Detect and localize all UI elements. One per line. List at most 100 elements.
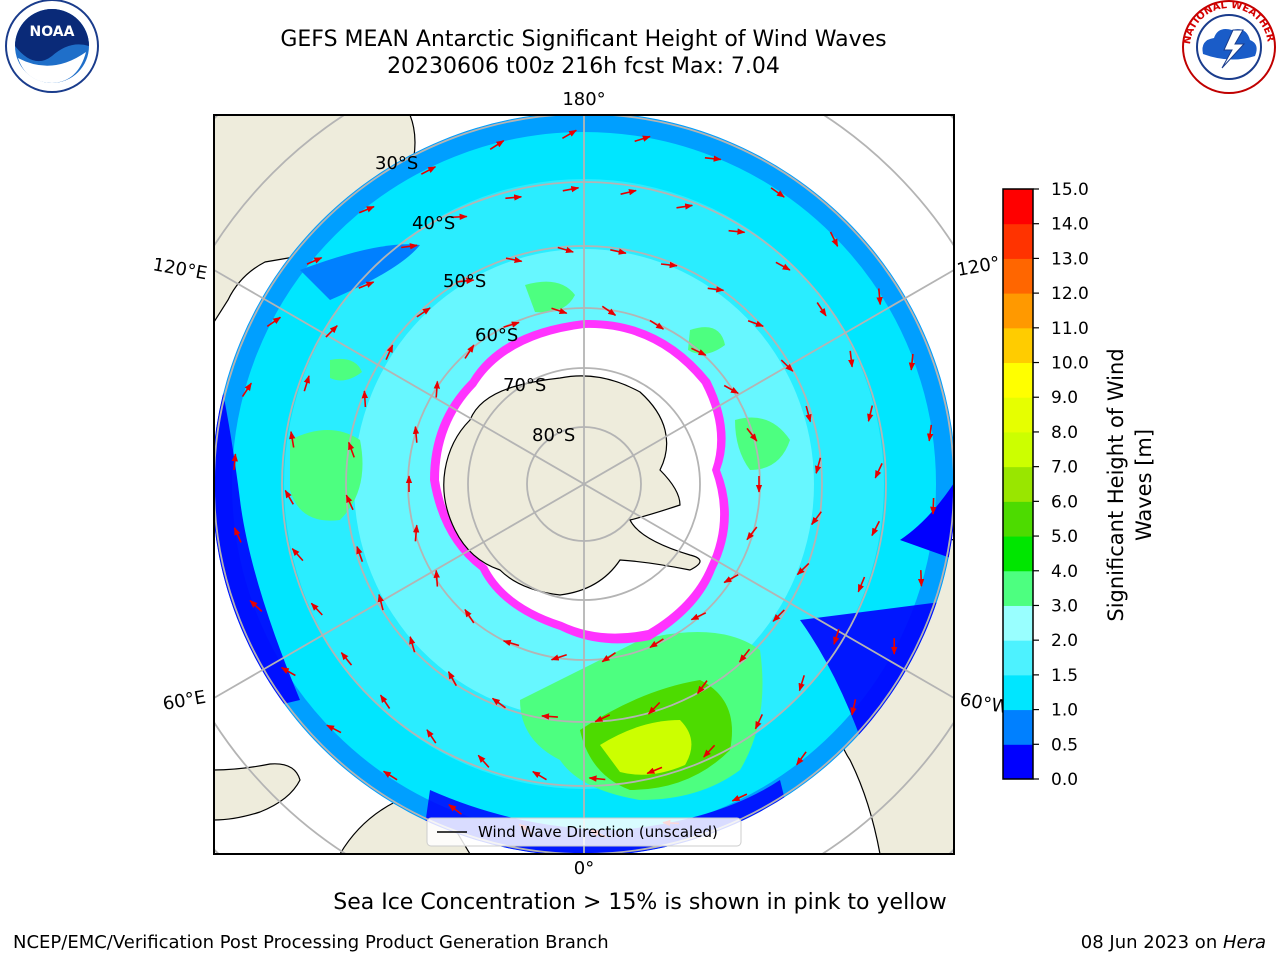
- wave-direction-arrow: [738, 648, 751, 663]
- colorbar-tick-label: 10.0: [1051, 354, 1089, 374]
- colorbar-tick-label: 15.0: [1051, 180, 1089, 200]
- wave-direction-arrow: [306, 256, 323, 265]
- colorbar-tick-label: 9.0: [1051, 388, 1078, 408]
- colorbar-tick-label: 1.0: [1051, 701, 1078, 721]
- wave-direction-arrow: [557, 246, 574, 254]
- colorbar-tick-label: 0.5: [1051, 735, 1078, 755]
- map-area: Wind Wave Direction (unscaled): [214, 115, 954, 854]
- wave-direction-arrow: [874, 463, 883, 479]
- wave-direction-arrow: [541, 713, 558, 720]
- wave-direction-arrow: [660, 261, 678, 269]
- land-africa: [214, 763, 301, 821]
- wave-direction-arrow: [815, 457, 822, 474]
- wave-direction-arrow: [601, 652, 616, 663]
- lon-label-0: 0°: [574, 858, 594, 879]
- colorbar-tick-label: 13.0: [1051, 249, 1089, 269]
- colorbar: 0.0 0.5 1.0 1.5 2.0 3.0 4.0 5.0 6.0 7.0 8.0 9.0 10.0…: [1002, 180, 1089, 790]
- colorbar-frame: [1002, 188, 1034, 780]
- colorbar-tick-label: 11.0: [1051, 319, 1089, 339]
- wave-direction-arrow: [746, 427, 758, 442]
- nws-logo-text: NATIONAL WEATHER SERVICE: [0, 0, 1276, 46]
- wave-direction-arrow: [409, 636, 416, 653]
- colorbar-label-line2: Waves [m]: [1132, 429, 1156, 541]
- wave-direction-arrow: [464, 608, 475, 624]
- wave-direction-arrow: [775, 261, 791, 271]
- noaa-logo-icon: NOAA: [5, 0, 99, 93]
- wave-direction-arrow: [447, 671, 457, 687]
- wave-direction-arrow: [503, 321, 520, 328]
- wave-direction-arrow: [358, 281, 375, 289]
- wave-direction-arrow: [491, 697, 506, 709]
- wave-direction-arrow: [562, 129, 577, 139]
- wave-direction-arrow: [620, 189, 637, 196]
- wave-direction-arrow: [303, 375, 310, 392]
- nws-logo-icon: NATIONAL WEATHER SERVICE: [0, 0, 1276, 94]
- wave-direction-arrow: [796, 562, 810, 576]
- wave-direction-arrow: [917, 570, 925, 587]
- colorbar-segment: [1003, 431, 1033, 468]
- chart-subtitle: 20230606 t00z 216h fcst Max: 7.04: [387, 54, 780, 79]
- wave-direction-arrow: [280, 666, 296, 677]
- wave-direction-arrow: [871, 520, 881, 537]
- wave-direction-arrow: [780, 359, 794, 372]
- wave-direction-arrow: [505, 194, 523, 201]
- sea-ice-note: Sea Ice Concentration > 15% is shown in …: [333, 890, 947, 915]
- wave-direction-arrow: [848, 350, 855, 368]
- wave-direction-arrow: [908, 353, 916, 371]
- wave-direction-arrow: [382, 770, 398, 781]
- footer-host: Hera: [1222, 932, 1266, 953]
- wave-direction-arrow: [707, 286, 725, 293]
- legend-label: Wind Wave Direction (unscaled): [478, 823, 718, 841]
- colorbar-tick-label: 0.0: [1051, 770, 1078, 790]
- wave-direction-arrow: [385, 344, 394, 361]
- wind-wave-arrows: [231, 129, 937, 838]
- wave-direction-arrow: [310, 602, 323, 616]
- lat-label-30s: 30°S: [375, 153, 418, 174]
- colorbar-segment: [1003, 258, 1033, 294]
- wave-direction-arrow: [876, 288, 883, 306]
- wave-direction-arrow: [833, 628, 840, 645]
- wave-direction-arrow: [728, 228, 746, 235]
- wave-direction-arrow: [412, 524, 420, 542]
- wave-direction-arrow: [588, 775, 606, 782]
- wave-direction-arrow: [649, 319, 665, 330]
- colorbar-tick-label: 7.0: [1051, 458, 1078, 478]
- lat-label-80s: 80°S: [532, 425, 575, 446]
- colorbar-tick-label: 12.0: [1051, 284, 1089, 304]
- wave-direction-arrow: [416, 307, 431, 318]
- wave-direction-arrow: [857, 576, 866, 593]
- wave-direction-arrow: [233, 527, 242, 543]
- chart-title: GEFS MEAN Antarctic Significant Height o…: [280, 27, 887, 52]
- wave-direction-arrow: [811, 511, 822, 526]
- colorbar-segment: [1003, 709, 1033, 745]
- colorbar-segment: [1003, 362, 1033, 398]
- wave-direction-arrow: [676, 203, 694, 210]
- colorbar-tick-label: 2.0: [1051, 631, 1078, 651]
- wave-direction-arrow: [412, 425, 420, 443]
- colorbar-tick-label: 14.0: [1051, 215, 1089, 235]
- colorbar-tick-label: 3.0: [1051, 596, 1078, 616]
- wave-direction-arrow: [241, 382, 252, 398]
- wave-direction-arrow: [649, 638, 664, 649]
- colorbar-segment: [1003, 501, 1033, 537]
- wave-direction-arrow: [829, 231, 839, 248]
- wave-direction-arrow: [601, 305, 617, 316]
- wave-direction-arrow: [325, 325, 338, 338]
- wave-direction-arrow: [691, 347, 707, 356]
- colorbar-segment: [1003, 744, 1033, 780]
- wave-direction-arrow: [448, 803, 462, 815]
- wave-direction-arrow: [634, 135, 651, 143]
- wave-direction-arrow: [551, 307, 568, 315]
- colorbar-tick-label: 1.5: [1051, 666, 1078, 686]
- wave-direction-arrow: [747, 320, 764, 327]
- wave-direction-arrow: [610, 248, 627, 255]
- colorbar-tick-label: 4.0: [1051, 562, 1078, 582]
- colorbar-segment: [1003, 327, 1033, 364]
- wave-direction-arrow: [690, 612, 707, 621]
- wave-direction-arrow: [433, 569, 440, 587]
- colorbar-segment: [1003, 605, 1033, 641]
- wave-direction-arrow: [926, 424, 934, 442]
- colorbar-label-line1: Significant Height of Wind: [1104, 348, 1128, 621]
- colorbar-segment: [1003, 466, 1033, 502]
- lon-label-120w: 120°: [955, 253, 1001, 281]
